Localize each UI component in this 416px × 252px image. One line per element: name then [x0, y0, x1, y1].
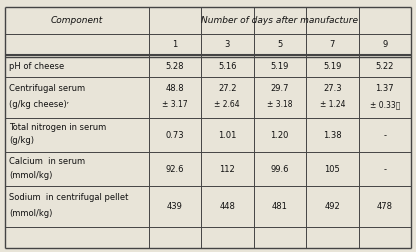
- Text: 3: 3: [225, 40, 230, 49]
- Text: -: -: [383, 165, 386, 174]
- Text: (mmol/kg): (mmol/kg): [9, 171, 52, 179]
- Text: 1.20: 1.20: [270, 131, 289, 140]
- Text: Centrifugal serum: Centrifugal serum: [9, 84, 85, 93]
- Text: 48.8: 48.8: [166, 84, 184, 93]
- Text: Sodium  in centrifugal pellet: Sodium in centrifugal pellet: [9, 193, 129, 202]
- Text: (mmol/kg): (mmol/kg): [9, 209, 52, 218]
- Text: pH of cheese: pH of cheese: [9, 61, 64, 71]
- Text: Component: Component: [51, 16, 103, 25]
- Text: 481: 481: [272, 202, 288, 211]
- Text: 1.01: 1.01: [218, 131, 236, 140]
- Text: 0.73: 0.73: [166, 131, 184, 140]
- Text: (g/kg): (g/kg): [9, 137, 34, 145]
- Text: 27.2: 27.2: [218, 84, 237, 93]
- Text: ± 3.17: ± 3.17: [162, 100, 188, 109]
- Text: 5.22: 5.22: [376, 61, 394, 71]
- Text: 5: 5: [277, 40, 282, 49]
- Text: 92.6: 92.6: [166, 165, 184, 174]
- Text: ± 0.33ᶓ: ± 0.33ᶓ: [369, 100, 400, 109]
- Text: Total nitrogen in serum: Total nitrogen in serum: [9, 123, 106, 132]
- Text: 9: 9: [382, 40, 387, 49]
- Text: 5.19: 5.19: [270, 61, 289, 71]
- Text: -: -: [383, 131, 386, 140]
- Text: 5.19: 5.19: [323, 61, 342, 71]
- Text: Calcium  in serum: Calcium in serum: [9, 157, 85, 166]
- Text: 5.28: 5.28: [166, 61, 184, 71]
- Text: 112: 112: [219, 165, 235, 174]
- Text: 29.7: 29.7: [270, 84, 289, 93]
- Text: (g/kg cheese)ʳ: (g/kg cheese)ʳ: [9, 100, 69, 109]
- Text: Number of days after manufacture: Number of days after manufacture: [201, 16, 358, 25]
- Text: 7: 7: [329, 40, 335, 49]
- Text: 1: 1: [172, 40, 177, 49]
- Text: 448: 448: [219, 202, 235, 211]
- Text: ± 1.24: ± 1.24: [319, 100, 345, 109]
- Text: ± 2.64: ± 2.64: [215, 100, 240, 109]
- Text: 27.3: 27.3: [323, 84, 342, 93]
- Text: 5.16: 5.16: [218, 61, 237, 71]
- Text: 99.6: 99.6: [270, 165, 289, 174]
- Text: 439: 439: [167, 202, 183, 211]
- Text: 1.37: 1.37: [376, 84, 394, 93]
- Text: 492: 492: [324, 202, 340, 211]
- Text: 1.38: 1.38: [323, 131, 342, 140]
- Text: 105: 105: [324, 165, 340, 174]
- Text: ± 3.18: ± 3.18: [267, 100, 292, 109]
- Text: 478: 478: [377, 202, 393, 211]
